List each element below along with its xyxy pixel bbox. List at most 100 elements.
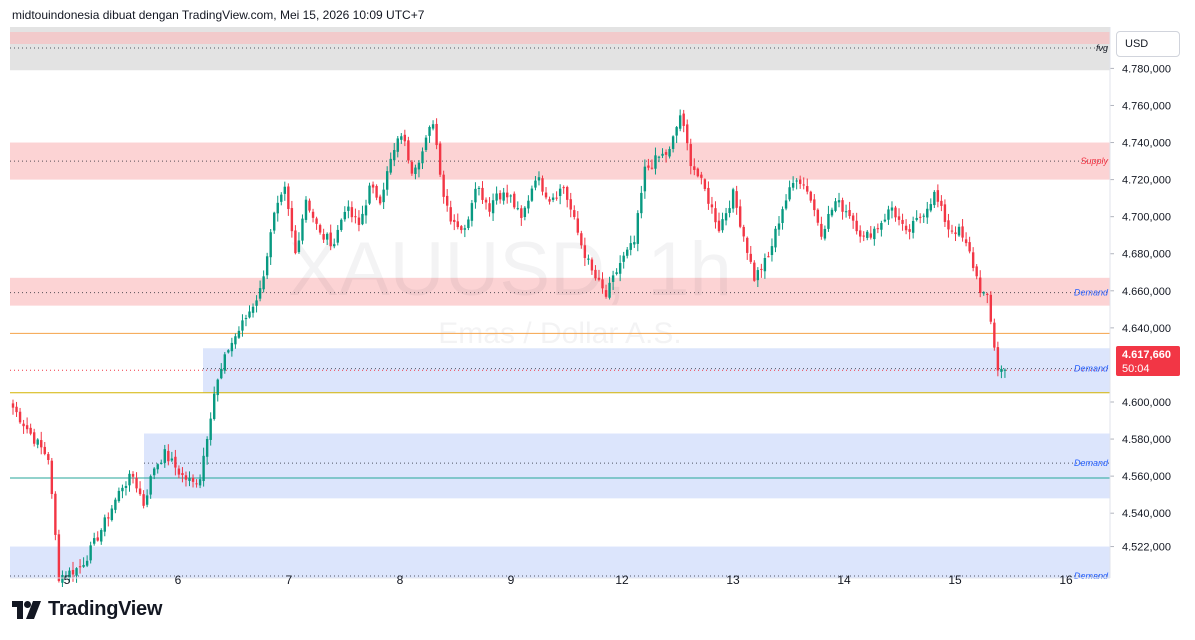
candle — [50, 457, 54, 499]
candle — [509, 194, 512, 203]
zone-labels-layer: fvg Supply Demand Demand Demand Demand — [1074, 43, 1109, 581]
chart-area[interactable]: XAUUSD, 1h Emas / Dollar A.S. fvg Supply D… — [10, 27, 1180, 587]
candle — [887, 205, 890, 225]
candle — [968, 236, 971, 254]
last-price-tag: 4.617,660 50:04 — [1116, 346, 1180, 376]
zone-label-5: Demand — [1074, 571, 1109, 581]
candle — [908, 224, 911, 240]
candle — [996, 341, 1000, 377]
candle — [364, 199, 368, 224]
zone-demand-4[interactable] — [144, 433, 1110, 499]
candle — [573, 205, 576, 220]
candle — [322, 228, 325, 244]
candle — [385, 166, 389, 196]
candle — [731, 187, 735, 213]
currency-selector[interactable]: USD — [1116, 31, 1180, 57]
candle — [791, 176, 795, 191]
candle — [735, 185, 738, 215]
candle — [431, 120, 435, 131]
candle — [626, 246, 629, 259]
candle — [756, 267, 760, 288]
candle — [982, 291, 985, 296]
zone-midlines-layer — [10, 47, 1110, 577]
candle — [417, 160, 421, 178]
candle — [174, 449, 177, 476]
candle — [901, 213, 904, 231]
candle — [954, 226, 957, 242]
candle — [262, 270, 265, 293]
candle — [622, 251, 625, 269]
candle — [184, 471, 188, 487]
candle — [442, 170, 445, 204]
y-tick-label: 4.780,000 — [1122, 63, 1171, 75]
candle — [576, 211, 579, 236]
y-tick-label: 4.740,000 — [1122, 138, 1171, 150]
candle — [583, 237, 587, 267]
candle — [848, 201, 851, 219]
candle — [428, 125, 431, 143]
candle — [36, 438, 39, 449]
y-tick-label: 4.600,000 — [1122, 397, 1171, 409]
candle — [145, 489, 149, 508]
candle — [643, 159, 647, 199]
candle — [936, 184, 940, 208]
candle — [191, 474, 195, 488]
candle — [611, 270, 615, 290]
candle — [195, 479, 198, 488]
candle — [114, 497, 117, 514]
zone-demand-3[interactable] — [203, 348, 1110, 393]
x-tick-label: 12 — [615, 573, 629, 587]
countdown-label: 50:04 — [1122, 363, 1150, 375]
zone-label-4: Demand — [1074, 458, 1109, 468]
candle — [763, 253, 767, 279]
candle — [587, 254, 590, 265]
candle — [894, 205, 897, 222]
candle — [915, 210, 918, 222]
candle — [809, 190, 812, 203]
candle — [717, 212, 721, 233]
candle — [100, 528, 103, 545]
candle — [993, 318, 996, 351]
candle — [265, 252, 269, 280]
candle — [340, 218, 343, 232]
candle — [664, 149, 668, 163]
candle — [223, 352, 226, 374]
candle — [25, 417, 29, 434]
x-tick-label: 9 — [508, 573, 515, 587]
zone-demand-2[interactable] — [10, 277, 1110, 306]
candle — [32, 428, 36, 447]
candle — [919, 213, 922, 224]
y-tick-label: 4.522,000 — [1122, 542, 1171, 554]
y-tick-label: 4.760,000 — [1122, 100, 1171, 112]
candle — [495, 186, 498, 205]
candle — [297, 232, 301, 254]
x-tick-label: 8 — [397, 573, 404, 587]
zone-label-3: Demand — [1074, 364, 1109, 374]
candle — [608, 276, 611, 300]
candle — [117, 487, 121, 503]
candle — [64, 571, 68, 579]
candle — [82, 557, 85, 568]
candle — [516, 201, 519, 211]
candle — [163, 444, 166, 468]
candle — [177, 465, 181, 479]
candle — [269, 228, 272, 265]
candle — [142, 490, 145, 509]
candle — [523, 206, 527, 221]
candle — [481, 181, 484, 204]
candle — [710, 196, 714, 214]
zone-demand-5[interactable] — [10, 546, 1110, 578]
candle — [357, 210, 361, 232]
candle — [675, 125, 678, 144]
candle — [304, 196, 308, 223]
candle — [18, 407, 22, 424]
candle — [202, 447, 205, 487]
candle — [873, 226, 876, 246]
candle — [336, 225, 339, 246]
candle — [244, 314, 248, 327]
candle — [957, 223, 961, 237]
candle — [502, 187, 505, 205]
candle — [213, 386, 216, 421]
y-tick-label: 4.660,000 — [1122, 286, 1171, 298]
candle — [230, 337, 234, 357]
